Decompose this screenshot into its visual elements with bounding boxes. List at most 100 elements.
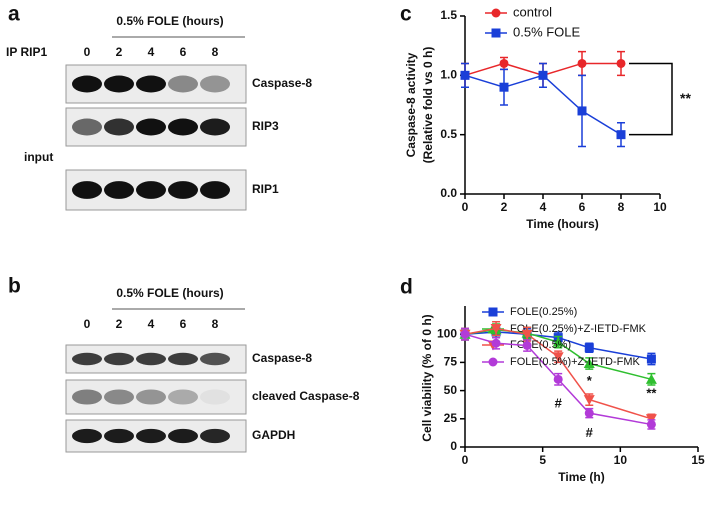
blot-band (168, 389, 198, 405)
x-tick-label: 0 (462, 200, 469, 214)
blot-band (168, 181, 198, 199)
panel-label: b (8, 275, 21, 298)
blot-band (72, 118, 102, 136)
blot-band (168, 428, 198, 444)
legend-marker (488, 357, 498, 367)
row-label: cleaved Caspase-8 (252, 389, 360, 403)
point (646, 354, 656, 364)
legend-label: FOLE(0.25%)+Z-IETD-FMK (510, 323, 647, 335)
annotation: * (587, 373, 593, 388)
blot-band (104, 352, 134, 366)
blot-band (72, 181, 102, 199)
x-tick-label: 0 (462, 453, 469, 467)
y-tick-label: 1.5 (440, 8, 457, 22)
legend-label: FOLE(0.5%)+Z-IETD-FMK (510, 356, 641, 368)
significance-bracket (629, 62, 673, 136)
blot-band (136, 75, 166, 93)
blot-band (104, 428, 134, 444)
lane-label: 6 (180, 45, 187, 59)
ip-label: IP RIP1 (6, 45, 47, 59)
row-label: RIP1 (252, 182, 279, 196)
blot-band (104, 75, 134, 93)
panel-label: d (400, 276, 413, 299)
row-label: GAPDH (252, 428, 295, 442)
blot-band (136, 352, 166, 366)
blot-band (200, 389, 230, 405)
x-axis-label: Time (h) (558, 470, 604, 484)
blot-band (200, 118, 230, 136)
input-label: input (24, 150, 53, 164)
lane-label: 8 (212, 317, 219, 331)
y-tick-label: 25 (444, 411, 458, 425)
x-tick-label: 4 (540, 200, 547, 214)
point (616, 58, 626, 68)
annotation: ** (680, 90, 691, 106)
y-tick-label: 0.0 (440, 186, 457, 200)
x-tick-label: 6 (579, 200, 586, 214)
blot-band (104, 181, 134, 199)
lane-label: 0 (84, 45, 91, 59)
y-tick-label: 0.5 (440, 127, 457, 141)
point (490, 324, 502, 335)
point (491, 338, 501, 348)
row-label: RIP3 (252, 119, 279, 133)
row-label: Caspase-8 (252, 76, 312, 90)
x-tick-label: 15 (691, 453, 705, 467)
y-axis-label: (Relative fold vs 0 h) (421, 47, 435, 164)
point (522, 340, 532, 350)
blot-band (136, 118, 166, 136)
x-tick-label: 10 (614, 453, 628, 467)
blot-band (104, 118, 134, 136)
blot-title: 0.5% FOLE (hours) (116, 14, 223, 28)
annotation: # (555, 396, 563, 411)
blot-band (200, 352, 230, 366)
legend-marker (488, 307, 498, 317)
y-axis-label: Cell viability (% of 0 h) (420, 314, 434, 441)
point (538, 70, 548, 80)
point (521, 329, 533, 340)
blot-band (200, 75, 230, 93)
point (552, 336, 564, 347)
x-axis-label: Time (hours) (526, 217, 598, 231)
blot-band (136, 428, 166, 444)
legend-label: control (513, 4, 552, 19)
blot-band (136, 389, 166, 405)
blot-band (200, 428, 230, 444)
series-line (464, 327, 652, 420)
point (499, 82, 509, 92)
lane-label: 2 (116, 317, 123, 331)
blot-title: 0.5% FOLE (hours) (116, 286, 223, 300)
legend-marker (491, 28, 501, 38)
y-tick-label: 75 (444, 355, 458, 369)
y-axis-label: Caspase-8 activity (404, 52, 418, 157)
lane-label: 8 (212, 45, 219, 59)
x-tick-label: 2 (501, 200, 508, 214)
lane-label: 2 (116, 45, 123, 59)
legend-marker (491, 8, 501, 18)
point (552, 352, 564, 363)
point (577, 58, 587, 68)
point (584, 343, 594, 353)
blot-band (168, 75, 198, 93)
panel-label: a (8, 3, 20, 26)
point (499, 58, 509, 68)
point (460, 329, 470, 339)
x-tick-label: 8 (618, 200, 625, 214)
blot-band (168, 118, 198, 136)
y-tick-label: 0 (450, 439, 457, 453)
series-line (464, 333, 652, 426)
x-tick-label: 5 (539, 453, 546, 467)
x-tick-label: 10 (653, 200, 667, 214)
point (553, 374, 563, 384)
point (646, 419, 656, 429)
point (577, 106, 587, 116)
legend-label: FOLE(0.25%) (510, 306, 577, 318)
lane-label: 4 (148, 317, 155, 331)
blot-band (72, 428, 102, 444)
lane-label: 4 (148, 45, 155, 59)
y-tick-label: 1.0 (440, 68, 457, 82)
point (645, 373, 657, 384)
point (616, 130, 626, 140)
y-tick-label: 100 (437, 326, 457, 340)
